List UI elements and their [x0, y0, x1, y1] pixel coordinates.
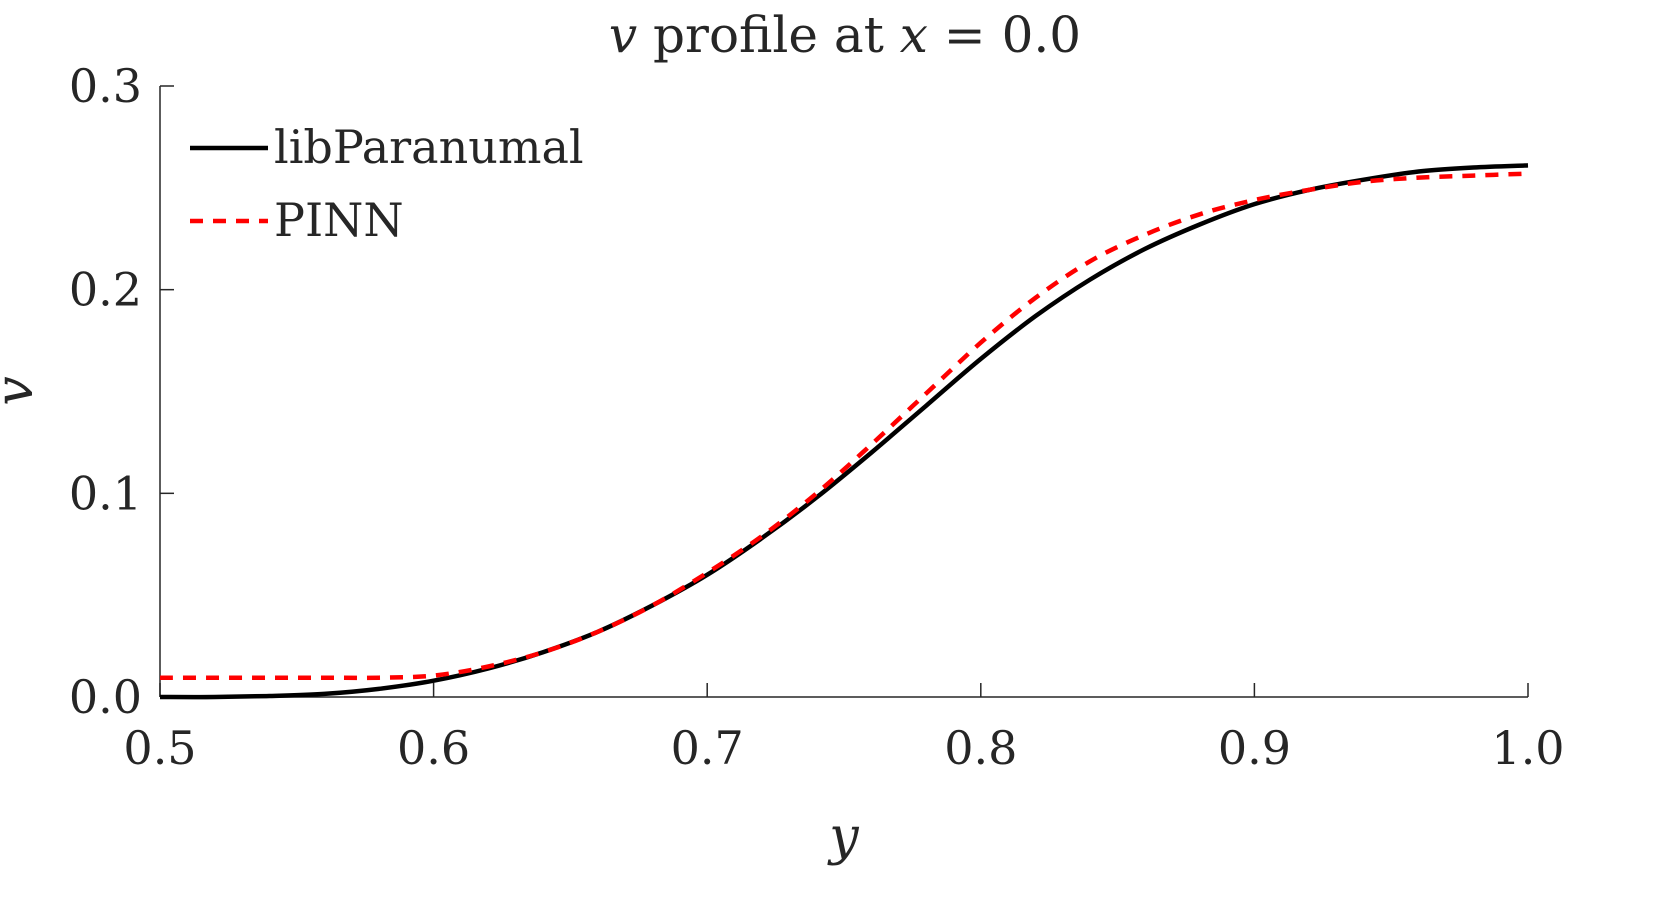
- chart-title-prefix: v: [609, 6, 637, 64]
- y-tick-label: 0.1: [69, 466, 142, 520]
- chart-title-var: x: [900, 6, 928, 64]
- chart-title-middle: profile at: [637, 6, 900, 64]
- x-tick-label: 0.7: [671, 721, 744, 775]
- series-line-pinn: [160, 171, 1529, 681]
- legend-label-pinn: PINN: [274, 193, 404, 247]
- x-axis-label: y: [827, 807, 859, 867]
- y-axis-label: v: [0, 376, 45, 405]
- x-tick-label: 0.9: [1218, 721, 1291, 775]
- y-tick-label: 0.2: [69, 263, 142, 317]
- x-tick-label: 1.0: [1491, 721, 1564, 775]
- legend-label-libparanumal: libParanumal: [274, 120, 584, 174]
- y-tick-label: 0.3: [69, 59, 142, 113]
- x-tick-label: 0.8: [944, 721, 1017, 775]
- x-tick-label: 0.5: [123, 721, 196, 775]
- series-line-libparanumal: [159, 163, 1529, 700]
- y-tick-label: 0.0: [69, 670, 142, 724]
- legend: libParanumal PINN: [190, 120, 584, 247]
- ticks-layer: 0.5 0.6 0.7 0.8 0.9 1.0 0.0 0.1 0.2 0.3: [69, 59, 1565, 775]
- x-tick-label: 0.6: [397, 721, 470, 775]
- chart-title: v profile at x = 0.0: [609, 6, 1081, 64]
- chart-title-suffix: = 0.0: [928, 6, 1081, 64]
- series-layer: [159, 163, 1529, 700]
